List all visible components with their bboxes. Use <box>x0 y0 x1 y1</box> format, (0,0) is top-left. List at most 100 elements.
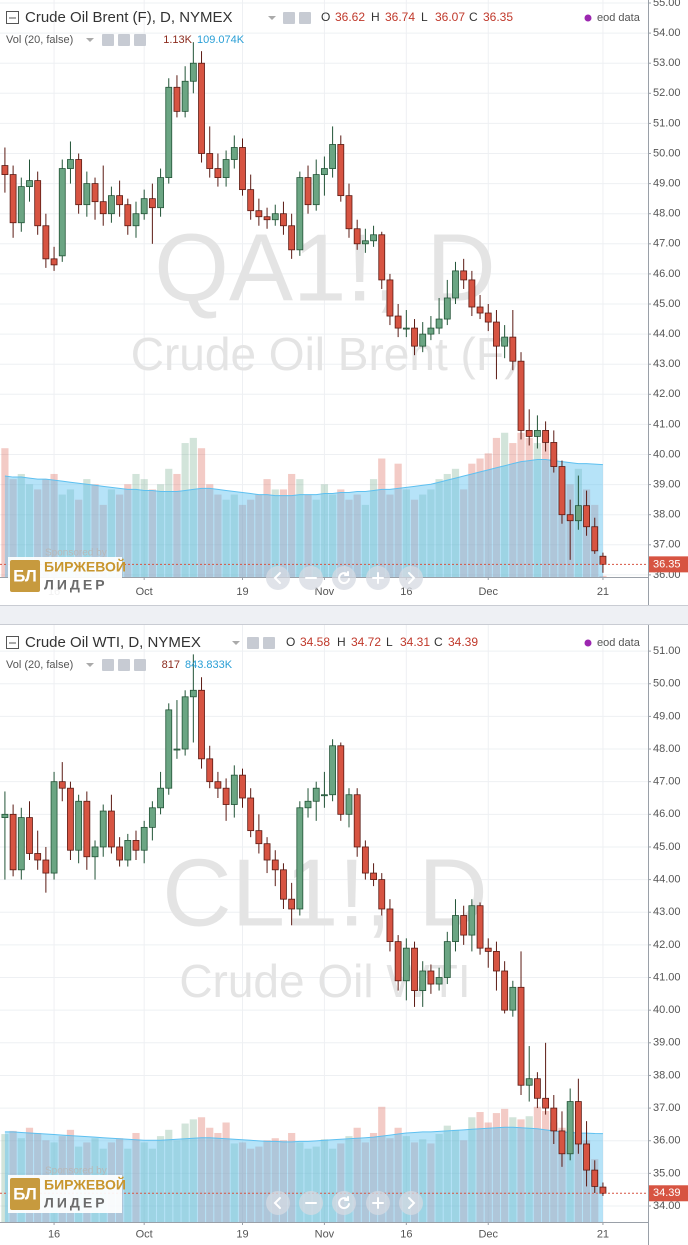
button-circle[interactable] <box>332 566 356 590</box>
x-tick-label: 16 <box>48 1228 60 1240</box>
candle-body <box>83 183 91 206</box>
volume-bar <box>189 1119 197 1222</box>
candle-body <box>189 689 197 698</box>
volume-bar <box>165 1129 173 1222</box>
button-icon[interactable] <box>372 572 384 584</box>
volume-bar <box>304 1148 312 1222</box>
volume-bar <box>517 432 525 577</box>
volume-icon[interactable] <box>102 659 114 671</box>
candle-body <box>484 947 492 952</box>
candle-body <box>566 1101 574 1155</box>
sponsor-badge <box>10 1178 40 1210</box>
button-icon[interactable] <box>273 572 281 584</box>
sponsor-badge <box>10 560 40 592</box>
candle-body <box>574 1101 582 1145</box>
candle-body <box>1 813 9 818</box>
button-circle[interactable] <box>332 1191 356 1215</box>
button-circle[interactable] <box>266 566 290 590</box>
volume-bar <box>312 1146 320 1222</box>
volume-bar <box>9 479 17 577</box>
y-tick-label: 35.00 <box>653 1167 681 1179</box>
volume-icon[interactable] <box>102 34 114 46</box>
volume-bar <box>50 473 58 577</box>
candle-body <box>493 321 500 347</box>
zoom-button[interactable] <box>332 566 356 590</box>
button-circle[interactable] <box>399 566 423 590</box>
volume-icon[interactable] <box>118 659 130 671</box>
zoom-button[interactable] <box>299 1191 323 1215</box>
y-tick-label: 45.00 <box>653 298 681 310</box>
y-tick-label: 51.00 <box>653 117 681 129</box>
volume-bar <box>599 575 607 577</box>
candle-body <box>411 947 418 991</box>
header-icon[interactable] <box>263 637 275 649</box>
volume-bar <box>124 484 132 577</box>
zoom-button[interactable] <box>332 1191 356 1215</box>
volume-bar <box>501 432 509 577</box>
button-icon[interactable] <box>338 1196 350 1210</box>
volume-icon[interactable] <box>134 659 146 671</box>
candle-body <box>132 840 140 851</box>
candle-body <box>411 327 418 347</box>
button-icon[interactable] <box>338 571 350 585</box>
volume-bar <box>271 489 279 577</box>
y-tick-label: 48.00 <box>653 743 681 755</box>
candle-body <box>198 689 205 760</box>
volume-bar <box>279 1140 288 1222</box>
zoom-button[interactable] <box>366 1191 390 1215</box>
volume-bar <box>533 443 542 577</box>
candle-body <box>116 195 124 206</box>
candle-body <box>493 951 500 972</box>
zoom-button[interactable] <box>266 566 290 590</box>
volume-bar <box>230 1143 238 1222</box>
header-icon[interactable] <box>283 12 295 24</box>
candle-body <box>198 62 205 154</box>
candle-body <box>26 817 33 854</box>
candle-body <box>394 315 402 329</box>
volume-bar <box>525 437 533 577</box>
watermark: Crude Oil WTI <box>179 955 470 1007</box>
candle-body <box>148 807 156 828</box>
volume-caret[interactable] <box>86 663 94 667</box>
button-circle[interactable] <box>266 1191 290 1215</box>
button-icon[interactable] <box>372 1197 384 1209</box>
zoom-button[interactable] <box>399 566 423 590</box>
volume-icon[interactable] <box>118 34 130 46</box>
header-icon[interactable] <box>247 637 259 649</box>
volume-bar <box>369 1132 378 1222</box>
volume-bar <box>165 468 173 577</box>
volume-bar <box>214 1132 222 1222</box>
candle-body <box>509 336 517 362</box>
button-icon[interactable] <box>273 1197 281 1209</box>
volume-bar <box>25 1127 34 1222</box>
y-tick-label: 55.00 <box>653 0 681 9</box>
candle-body <box>345 195 353 230</box>
sponsor-line1: БИРЖЕВОЙ <box>44 1176 126 1193</box>
y-tick-label: 44.00 <box>653 874 681 886</box>
header-icon[interactable] <box>299 12 311 24</box>
candle-body <box>263 843 271 861</box>
title-caret[interactable] <box>268 16 276 20</box>
x-tick-label: Nov <box>315 586 335 598</box>
button-circle[interactable] <box>399 1191 423 1215</box>
zoom-button[interactable] <box>266 1191 290 1215</box>
candle-body <box>239 774 246 799</box>
candle-body <box>132 213 140 227</box>
button-icon[interactable] <box>408 572 416 584</box>
candle-body <box>542 430 549 443</box>
zoom-button[interactable] <box>366 566 390 590</box>
volume-bar <box>263 1140 271 1222</box>
candle-body <box>222 159 230 178</box>
button-icon[interactable] <box>408 1197 416 1209</box>
candle-body <box>583 1143 590 1171</box>
ohlc-letter: C <box>434 635 443 649</box>
volume-bar <box>312 499 320 577</box>
title-caret[interactable] <box>232 641 240 645</box>
zoom-button[interactable] <box>399 1191 423 1215</box>
volume-icon[interactable] <box>134 34 146 46</box>
candle-body <box>189 62 197 82</box>
volume-caret[interactable] <box>86 38 94 42</box>
zoom-button[interactable] <box>299 566 323 590</box>
volume-bar <box>189 437 197 577</box>
